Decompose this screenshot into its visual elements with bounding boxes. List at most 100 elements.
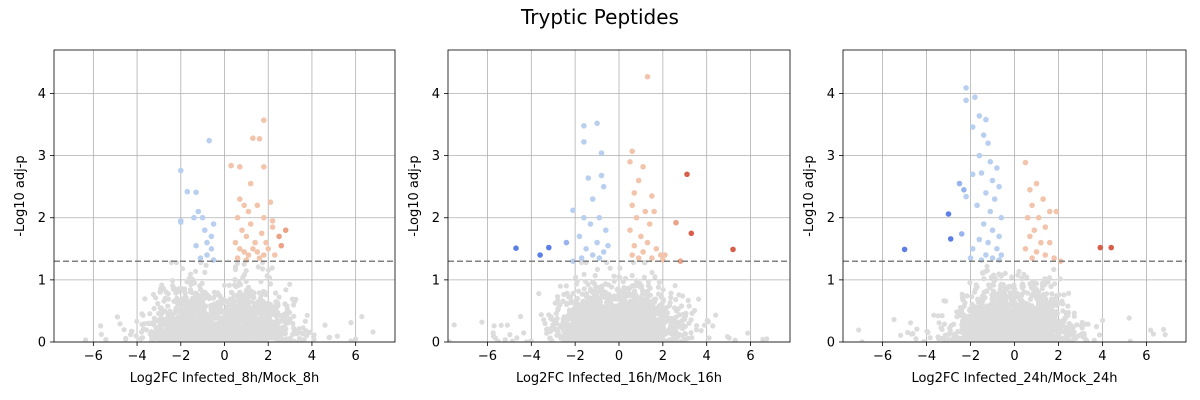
point-nonsig [745, 330, 751, 336]
point-significant [276, 233, 282, 240]
point-significant [254, 249, 261, 255]
point-significant [252, 239, 258, 246]
point-nonsig [167, 335, 174, 342]
point-nonsig [1093, 324, 1100, 330]
point-nonsig [644, 300, 651, 307]
point-significant [278, 242, 285, 249]
point-nonsig [303, 328, 309, 334]
point-significant [684, 171, 690, 178]
point-nonsig [624, 337, 631, 342]
point-nonsig [128, 328, 134, 334]
point-significant [241, 249, 247, 255]
point-nonsig [713, 312, 719, 318]
point-nonsig [514, 335, 520, 341]
point-nonsig [197, 286, 204, 293]
point-nonsig [491, 323, 497, 329]
y-tick-label: 0 [432, 336, 440, 351]
point-nonsig [326, 335, 332, 341]
point-nonsig [172, 324, 178, 330]
point-nonsig [245, 338, 251, 342]
point-nonsig [231, 282, 238, 288]
point-nonsig [212, 311, 218, 317]
point-nonsig [673, 297, 679, 303]
point-nonsig [1051, 266, 1057, 273]
point-nonsig [246, 306, 252, 312]
point-nonsig [225, 337, 232, 342]
point-nonsig [967, 280, 973, 286]
point-significant [234, 255, 241, 261]
point-nonsig [984, 267, 990, 274]
point-nonsig [242, 319, 248, 325]
point-nonsig [1079, 319, 1085, 326]
point-nonsig [1019, 275, 1025, 282]
point-significant [581, 214, 587, 221]
point-nonsig [645, 278, 652, 285]
point-nonsig [263, 337, 269, 342]
point-significant [197, 255, 204, 261]
point-nonsig [641, 320, 647, 326]
point-significant [677, 258, 684, 265]
point-nonsig [694, 323, 700, 329]
point-significant [241, 202, 247, 209]
point-nonsig [676, 320, 682, 326]
point-nonsig [236, 326, 243, 332]
point-nonsig [216, 292, 222, 298]
point-nonsig [1066, 290, 1072, 296]
point-nonsig [995, 291, 1001, 297]
point-nonsig [589, 308, 595, 314]
point-significant [627, 159, 633, 165]
point-significant [237, 164, 243, 170]
point-nonsig [579, 330, 586, 336]
x-tick-label: −6 [84, 349, 103, 364]
point-nonsig [611, 278, 617, 284]
point-significant [202, 227, 208, 233]
point-nonsig [521, 330, 527, 336]
point-nonsig [639, 326, 645, 333]
point-significant [646, 221, 653, 227]
point-significant [210, 221, 217, 227]
point-nonsig [254, 310, 260, 316]
point-nonsig [647, 285, 653, 291]
point-nonsig [155, 300, 161, 307]
point-nonsig [652, 335, 658, 341]
point-significant [629, 252, 635, 258]
point-nonsig [604, 300, 610, 306]
point-nonsig [570, 335, 576, 341]
point-nonsig [98, 323, 104, 329]
point-significant [254, 202, 261, 209]
point-nonsig [1027, 296, 1033, 302]
point-nonsig [617, 265, 623, 271]
point-nonsig [157, 319, 163, 325]
point-significant [589, 196, 596, 202]
point-nonsig [663, 339, 669, 342]
points [448, 73, 770, 342]
point-nonsig [616, 289, 622, 295]
point-significant [644, 239, 651, 246]
point-nonsig [173, 305, 179, 311]
point-significant [232, 239, 239, 246]
point-significant [563, 239, 570, 246]
point-nonsig [199, 312, 205, 318]
point-nonsig [209, 331, 215, 337]
point-nonsig [218, 299, 224, 305]
point-nonsig [287, 316, 293, 322]
point-nonsig [557, 283, 564, 289]
point-nonsig [504, 322, 510, 328]
point-nonsig [304, 312, 310, 318]
point-nonsig [175, 301, 181, 307]
point-nonsig [652, 274, 658, 280]
point-nonsig [666, 303, 673, 309]
point-nonsig [859, 339, 865, 342]
y-tick-label: 1 [38, 273, 46, 288]
point-nonsig [602, 318, 609, 324]
point-nonsig [682, 313, 689, 319]
point-nonsig [611, 273, 617, 279]
point-significant [605, 242, 611, 249]
point-nonsig [646, 337, 652, 342]
point-significant [261, 164, 267, 170]
point-nonsig [698, 328, 704, 334]
point-nonsig [166, 329, 172, 335]
point-nonsig [998, 281, 1004, 287]
point-significant [576, 233, 583, 240]
